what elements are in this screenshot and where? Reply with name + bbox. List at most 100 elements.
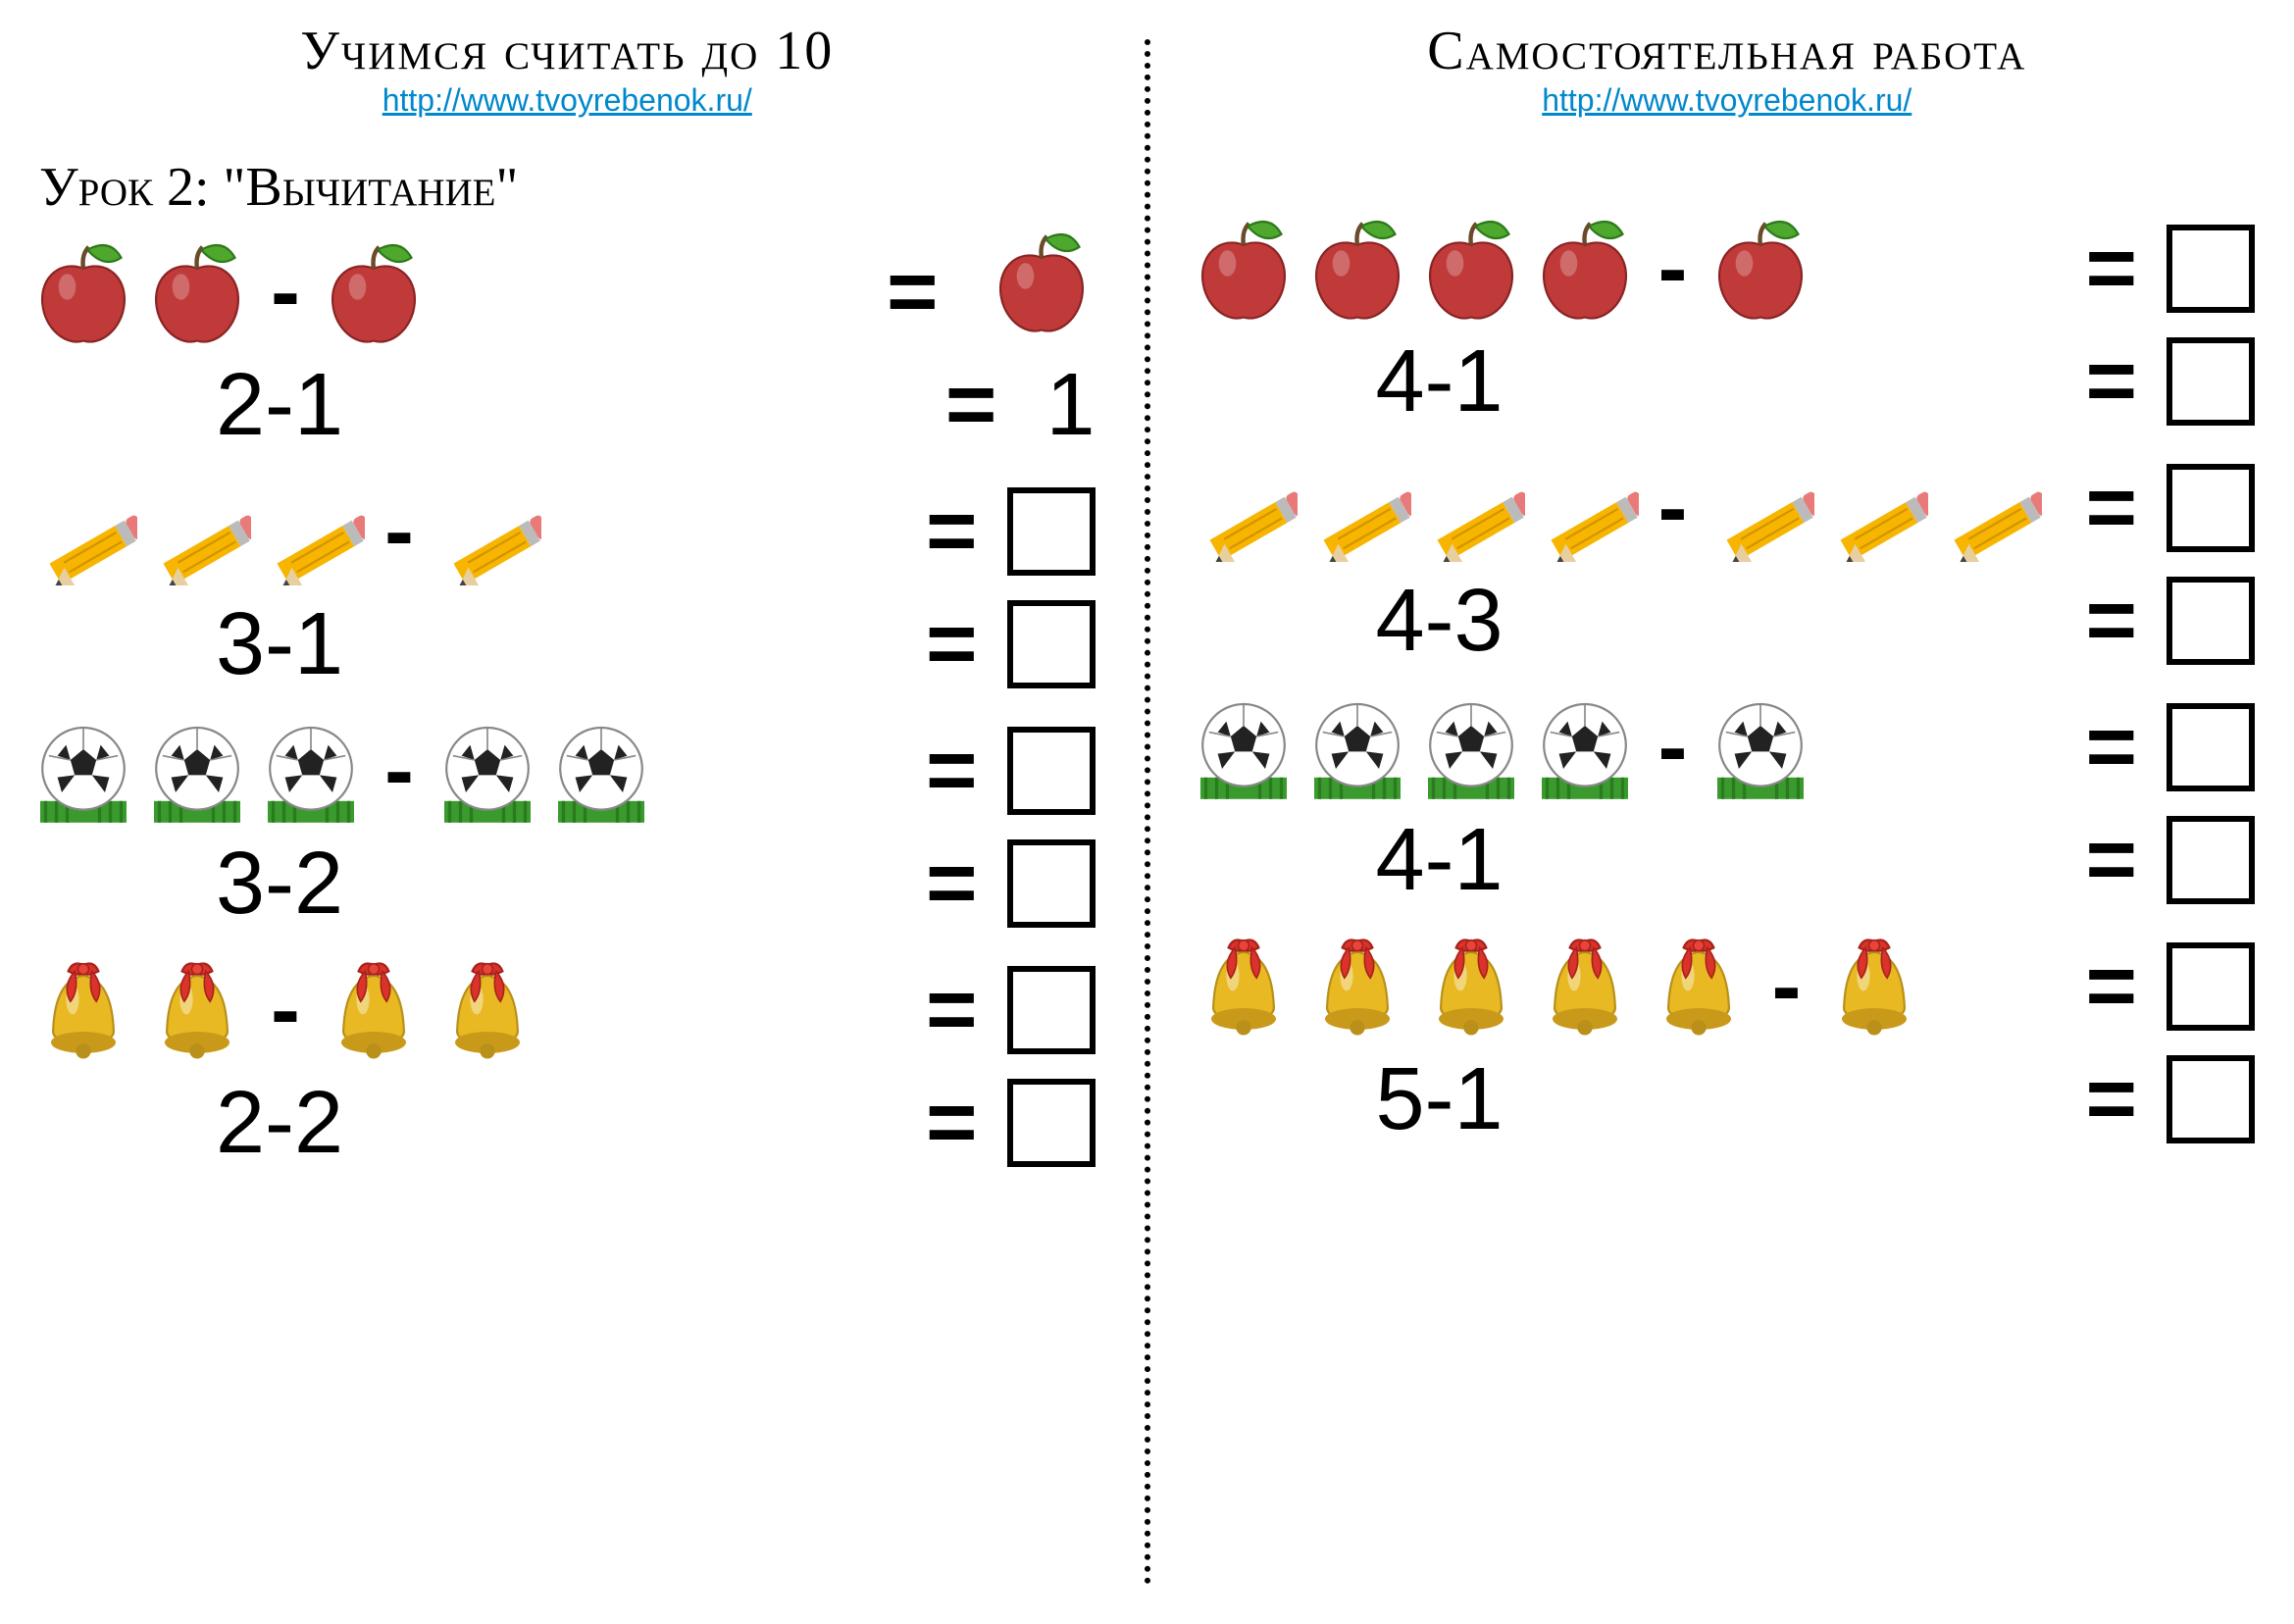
expression: 2-2 [216, 1073, 412, 1174]
subtrahend-items [320, 956, 541, 1064]
minus-op: - [384, 487, 414, 576]
equals-op: = [2085, 464, 2137, 552]
answer-box[interactable] [1007, 600, 1096, 688]
left-url-link[interactable]: http://www.tvoyrebenok.ru/ [29, 82, 1105, 119]
picture-row: -= [29, 228, 1105, 356]
answer-box[interactable] [2167, 816, 2255, 904]
right-url-link[interactable]: http://www.tvoyrebenok.ru/ [1190, 82, 2266, 119]
number-row: 4-3= [1190, 572, 2266, 670]
answer-box[interactable] [1007, 966, 1096, 1054]
minus-op: - [1658, 225, 1688, 313]
picture-row: -= [29, 946, 1105, 1074]
pencil-icon [1190, 454, 1298, 562]
expression: 3-1 [216, 594, 412, 695]
bell-icon [1820, 933, 1928, 1040]
problem-apple: -=2-1=1 [29, 228, 1105, 454]
pencil-icon [433, 478, 541, 585]
left-problems: -=2-1=1-=3-1=-=3-2=-=2-2= [29, 228, 1105, 1186]
equals-op: = [926, 1079, 978, 1167]
expression: 2-1 [216, 355, 412, 456]
ball-icon [433, 717, 541, 825]
ball-icon [257, 717, 365, 825]
answer-box[interactable] [2167, 577, 2255, 665]
answer-box[interactable] [1007, 1079, 1096, 1167]
pencil-icon [1820, 454, 1928, 562]
answer-box[interactable] [2167, 703, 2255, 791]
problem-bell: -=5-1= [1190, 923, 2266, 1148]
apple-icon [1707, 215, 1814, 323]
minuend-items [29, 238, 251, 346]
problem-ball: -=4-1 = [1190, 684, 2266, 909]
equals-op: = [2085, 1055, 2137, 1143]
apple-icon [1417, 215, 1525, 323]
answer-box[interactable] [1007, 839, 1096, 928]
answer-box[interactable] [2167, 337, 2255, 426]
number-row: 4-1 = [1190, 811, 2266, 909]
apple-icon [988, 228, 1096, 335]
num-answer: 1 [1045, 355, 1095, 456]
left-heading: Учимся считать до 10 http://www.tvoyrebe… [29, 20, 1105, 119]
equals-op: = [926, 600, 978, 688]
ball-icon [1707, 693, 1814, 801]
equals-op: = [945, 361, 997, 449]
answer-box[interactable] [1007, 727, 1096, 815]
bell-icon [1417, 933, 1525, 1040]
equals-op: = [2085, 337, 2137, 426]
subtrahend-items [1707, 215, 1814, 323]
ball-icon [1417, 693, 1525, 801]
ball-icon [143, 717, 251, 825]
picture-row: -= [1190, 684, 2266, 811]
pencil-icon [1531, 454, 1639, 562]
equals-op: = [2085, 577, 2137, 665]
subtrahend-items [433, 478, 541, 585]
expression: 3-2 [216, 834, 412, 935]
ball-icon [1190, 693, 1298, 801]
right-heading: Самостоятельная работа http://www.tvoyre… [1190, 20, 2266, 119]
number-row: 2-1 = 1 [29, 356, 1105, 454]
answer-box[interactable] [2167, 225, 2255, 313]
equals-op: = [926, 966, 978, 1054]
minuend-items [1190, 693, 1639, 801]
expression: 4-1 [1376, 810, 1572, 911]
problem-bell: -=2-2 = [29, 946, 1105, 1172]
answer-box[interactable] [2167, 464, 2255, 552]
minus-op: - [271, 248, 300, 336]
worksheet-page: Учимся считать до 10 http://www.tvoyrebe… [29, 20, 2265, 1604]
minus-op: - [1658, 464, 1688, 552]
number-row: 4-1 = [1190, 332, 2266, 431]
equals-op: = [2085, 942, 2137, 1031]
bell-icon [1645, 933, 1753, 1040]
minus-op: - [1772, 942, 1802, 1031]
equals-op: = [2085, 816, 2137, 904]
pencil-icon [1707, 454, 1814, 562]
bell-icon [29, 956, 137, 1064]
answer-box[interactable] [2167, 942, 2255, 1031]
equals-op: = [926, 487, 978, 576]
expression: 4-1 [1376, 331, 1572, 432]
pencil-icon [29, 478, 137, 585]
apple-icon [1190, 215, 1298, 323]
bell-icon [1190, 933, 1298, 1040]
pencil-icon [1303, 454, 1411, 562]
answer-box[interactable] [1007, 487, 1096, 576]
equals-op: = [887, 248, 939, 336]
problem-apple: -=4-1= [1190, 205, 2266, 431]
right-column: Самостоятельная работа http://www.tvoyre… [1190, 20, 2266, 1604]
equals-op: = [2085, 225, 2137, 313]
subtrahend-items [320, 238, 428, 346]
problem-pencil: -=4-3= [1190, 444, 2266, 670]
minuend-items [29, 478, 365, 585]
minuend-items [1190, 454, 1639, 562]
bell-icon [1531, 933, 1639, 1040]
problem-pencil: - = 3-1 = [29, 468, 1105, 693]
minus-op: - [384, 727, 414, 815]
lesson-label: Урок 2: "Вычитание" [39, 156, 1105, 219]
equals-op: = [926, 727, 978, 815]
bell-icon [433, 956, 541, 1064]
picture-row: -= [1190, 205, 2266, 332]
subtrahend-items [1820, 933, 1928, 1040]
subtrahend-items [433, 717, 655, 825]
answer-box[interactable] [2167, 1055, 2255, 1143]
subtrahend-items [1707, 693, 1814, 801]
column-divider [1145, 39, 1150, 1585]
